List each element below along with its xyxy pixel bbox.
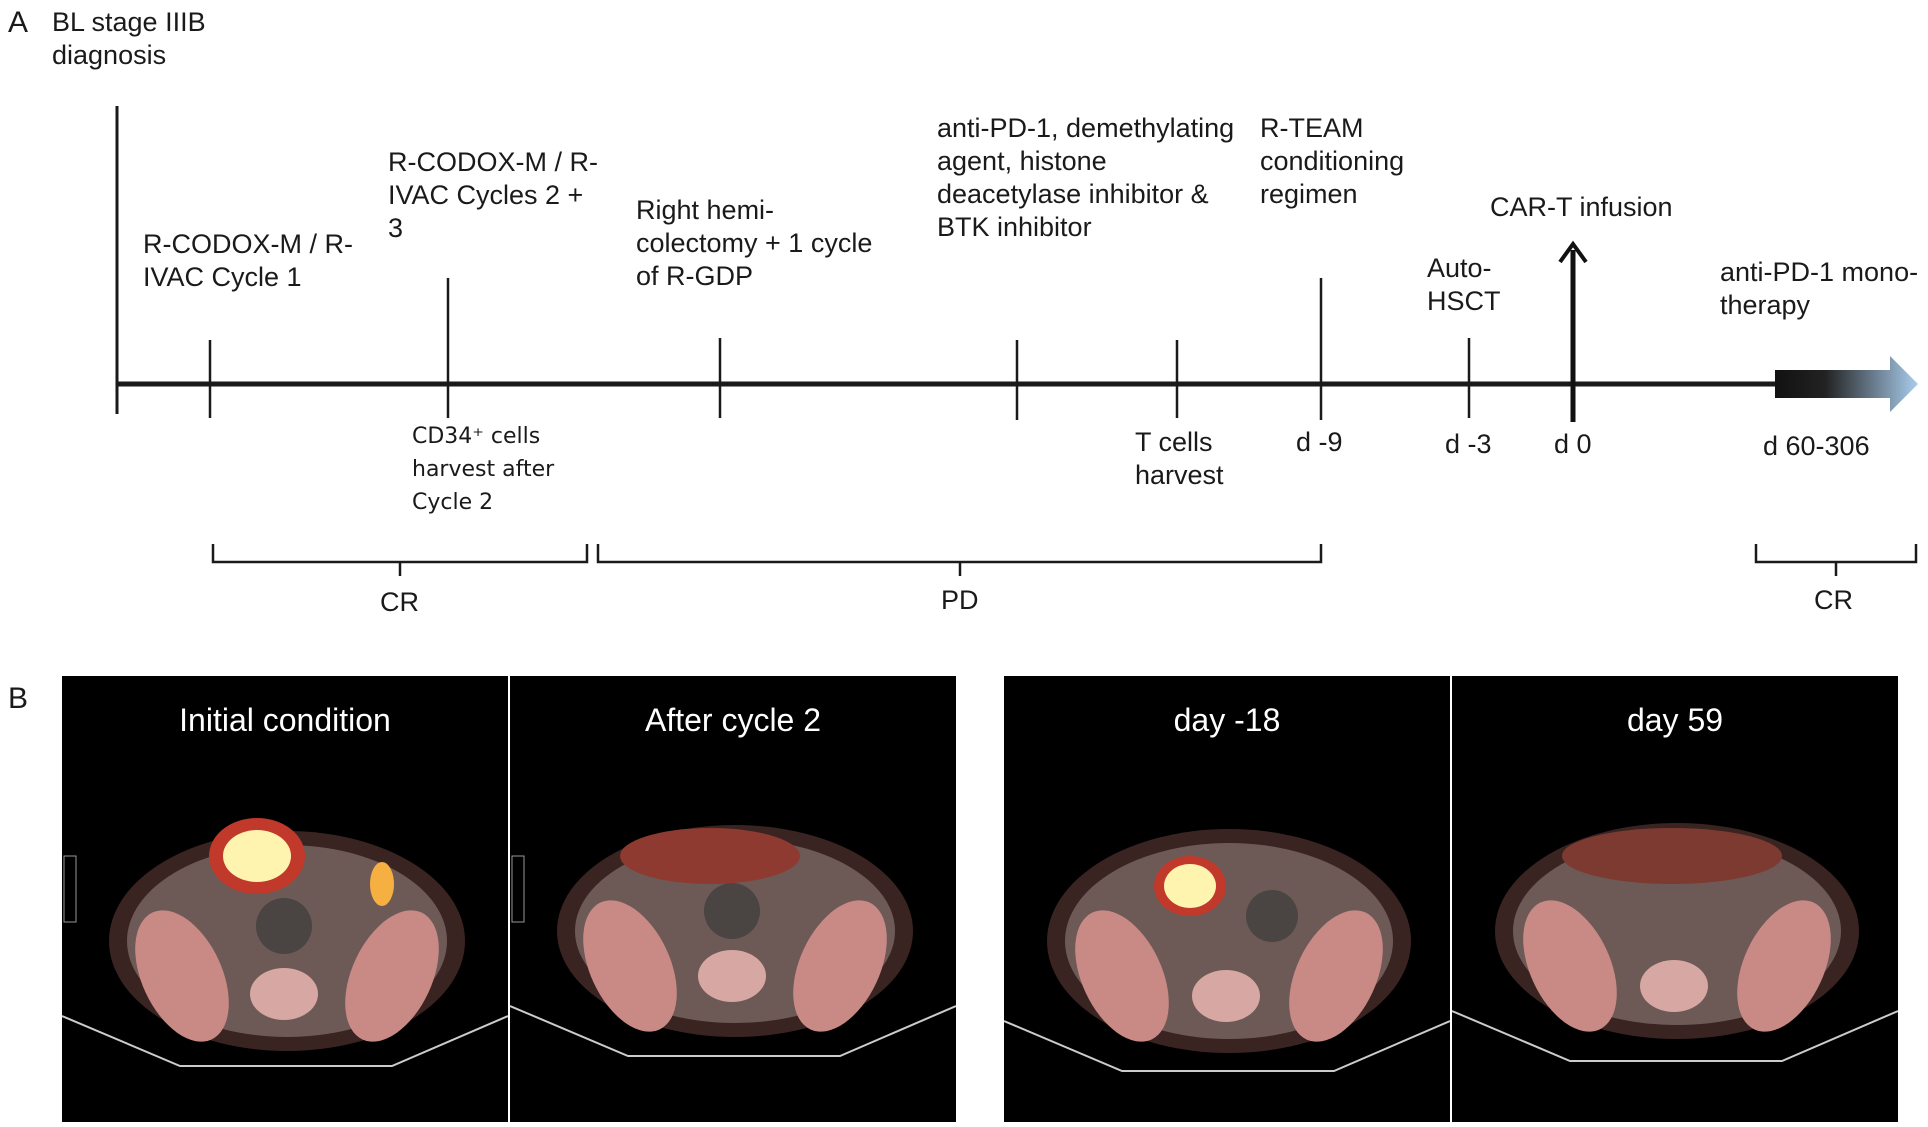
event-t-cells-harvest-label: T cells harvest	[1135, 427, 1224, 490]
event-cd34-harvest-label: CD34⁺ cells harvest after Cycle 2	[412, 424, 555, 515]
timeline-arrow	[1775, 356, 1918, 412]
bracket-cr-1	[211, 544, 589, 576]
bracket-pd	[596, 544, 1323, 576]
scan-day-minus-18: day -18	[1004, 676, 1450, 1122]
response-cr-2: CR	[1814, 585, 1853, 615]
day-0-label: d 0	[1554, 429, 1592, 459]
scan-title: Initial condition	[179, 702, 391, 738]
scan-after-cycle-2: After cycle 2	[510, 676, 956, 1122]
scan-title: day -18	[1173, 702, 1281, 738]
day-minus-3-label: d -3	[1445, 429, 1492, 459]
scan-title: After cycle 2	[644, 702, 822, 738]
event-cycles2-3-label: R-CODOX-M / R- IVAC Cycles 2 +3	[388, 147, 598, 243]
day-60-306-label: d 60-306	[1763, 431, 1870, 461]
scan-day-59: day 59	[1452, 676, 1898, 1122]
bracket-cr-2	[1754, 544, 1918, 576]
day-minus-9-label: d -9	[1296, 427, 1343, 457]
panel-a-letter: A	[8, 6, 29, 39]
scan-title: day 59	[1626, 702, 1724, 738]
event-auto-hsct-label: Auto- HSCT	[1427, 253, 1501, 316]
timeline-diagram	[115, 106, 1918, 576]
response-cr-1: CR	[380, 587, 419, 617]
diagnosis-label: BL stage IIIB diagnosis	[52, 7, 206, 70]
event-colectomy-label: Right hemi-colectomy + 1 cycle of R-GDP	[636, 195, 873, 291]
event-car-t-label: CAR-T infusion	[1490, 192, 1673, 222]
event-anti-pd1-mono-label: anti-PD-1 mono-therapy	[1720, 257, 1919, 320]
event-cycle1-label: R-CODOX-M / R- IVAC Cycle 1	[143, 229, 353, 292]
scan-initial-condition: Initial condition	[62, 676, 508, 1122]
event-anti-pd1-combo-label: anti-PD-1, demethylating agent, histone de…	[937, 113, 1235, 242]
response-pd: PD	[941, 585, 979, 615]
event-r-team-label: R-TEAM conditioning regimen	[1260, 113, 1405, 209]
panel-b-letter: B	[8, 682, 29, 715]
